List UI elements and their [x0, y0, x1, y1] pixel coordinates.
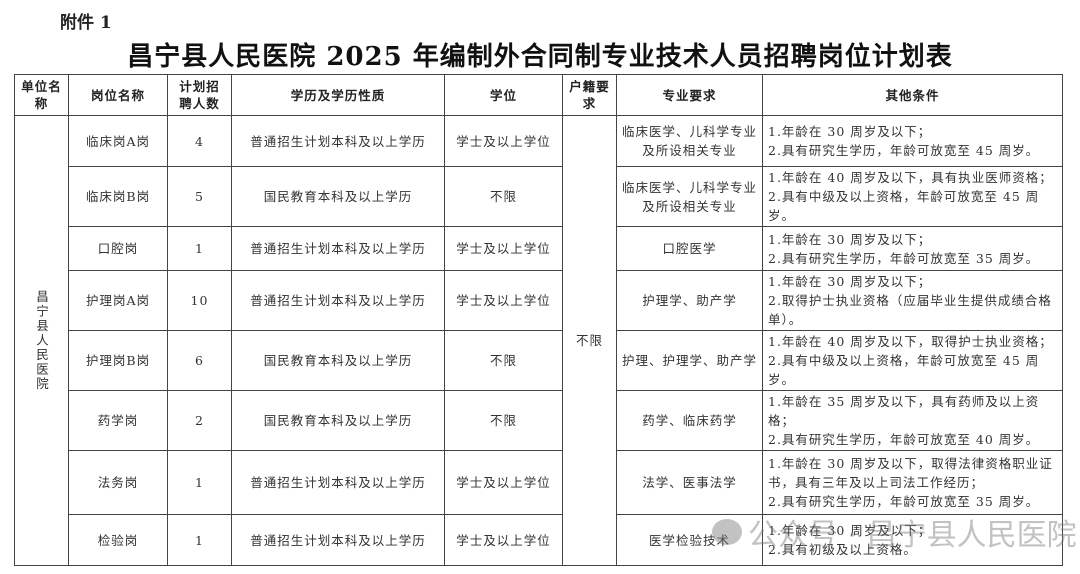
major-requirement: 药学、临床药学 — [616, 390, 763, 451]
hire-count: 5 — [167, 166, 232, 227]
header-household: 户籍要求 — [562, 74, 617, 116]
degree: 不限 — [444, 166, 563, 227]
hire-count: 6 — [167, 330, 232, 391]
post-name: 临床岗B岗 — [68, 166, 168, 227]
header-unit: 单位名称 — [14, 74, 69, 116]
degree: 学士及以上学位 — [444, 514, 563, 566]
post-name: 药学岗 — [68, 390, 168, 451]
household-requirement: 不限 — [562, 115, 617, 566]
table-header-row: 单位名称 岗位名称 计划招聘人数 学历及学历性质 学位 户籍要求 专业要求 其他条件 — [14, 74, 1063, 116]
major-requirement: 口腔医学 — [616, 226, 763, 271]
hire-count: 4 — [167, 115, 232, 167]
header-major: 专业要求 — [616, 74, 763, 116]
post-name: 法务岗 — [68, 450, 168, 515]
watermark: 公众号 · 昌宁县人民医院 — [712, 510, 1077, 554]
condition-line: 1.年龄在 30 周岁及以下； — [768, 523, 932, 538]
degree: 学士及以上学位 — [444, 226, 563, 271]
other-conditions: 1.年龄在 30 周岁及以下； 2.具有研究生学历，年龄可放宽至 45 周岁。 — [762, 115, 1063, 167]
major-requirement: 临床医学、儿科学专业及所设相关专业 — [616, 166, 763, 227]
watermark-text: 公众号 · 昌宁县人民医院 — [748, 518, 1077, 553]
education: 普通招生计划本科及以上学历 — [231, 226, 445, 271]
header-education: 学历及学历性质 — [231, 74, 445, 116]
condition-line: 2.具有研究生学历，年龄可放宽至 45 周岁。 — [768, 143, 1040, 158]
major-requirement: 临床医学、儿科学专业及所设相关专业 — [616, 115, 763, 167]
hire-count: 2 — [167, 390, 232, 451]
degree: 学士及以上学位 — [444, 270, 563, 331]
table-row: 检验岗 1 普通招生计划本科及以上学历 学士及以上学位 医学检验技术 1.年龄在 30 周… — [15, 514, 1063, 566]
other-conditions: 1.年龄在 35 周岁及以下，具有药师及以上资格； 2.具有研究生学历，年龄可放宽… — [762, 390, 1063, 451]
hire-count: 1 — [167, 226, 232, 271]
unit-name: 昌宁县人民医院 — [34, 289, 49, 392]
other-conditions: 1.年龄在 30 周岁及以下； 2.具有初级及以上资格。 — [762, 514, 1063, 566]
other-conditions: 1.年龄在 40 周岁及以下，取得护士执业资格； 2.具有中级及以上资格，年龄可放… — [762, 330, 1063, 391]
wechat-icon — [712, 519, 742, 545]
condition-line: 1.年龄在 30 周岁及以下； — [768, 274, 932, 289]
condition-line: 2.具有研究生学历，年龄可放宽至 35 周岁。 — [768, 494, 1040, 509]
education: 国民教育本科及以上学历 — [231, 166, 445, 227]
other-conditions: 1.年龄在 30 周岁及以下，取得法律资格职业证书，具有三年及以上司法工作经历；… — [762, 450, 1063, 515]
table-row: 法务岗 1 普通招生计划本科及以上学历 学士及以上学位 法学、医事法学 1.年龄在 30 … — [15, 450, 1063, 515]
education: 国民教育本科及以上学历 — [231, 390, 445, 451]
recruitment-table: 单位名称 岗位名称 计划招聘人数 学历及学历性质 学位 户籍要求 专业要求 其他条件 昌宁县人… — [14, 74, 1063, 566]
degree: 学士及以上学位 — [444, 115, 563, 167]
page-title: 昌宁县人民医院 2025 年编制外合同制专业技术人员招聘岗位计划表 — [127, 42, 953, 72]
education: 普通招生计划本科及以上学历 — [231, 270, 445, 331]
table-row: 护理岗A岗 10 普通招生计划本科及以上学历 学士及以上学位 护理学、助产学 1.年龄在 … — [15, 270, 1063, 331]
table-row: 护理岗B岗 6 国民教育本科及以上学历 不限 护理、护理学、助产学 1.年龄在 40 周岁… — [15, 330, 1063, 391]
condition-line: 2.具有初级及以上资格。 — [768, 542, 917, 557]
condition-line: 2.具有中级及以上资格，年龄可放宽至 45 周岁。 — [768, 353, 1040, 387]
hire-count: 1 — [167, 514, 232, 566]
education: 普通招生计划本科及以上学历 — [231, 514, 445, 566]
post-name: 临床岗A岗 — [68, 115, 168, 167]
post-name: 护理岗A岗 — [68, 270, 168, 331]
post-name: 护理岗B岗 — [68, 330, 168, 391]
condition-line: 1.年龄在 40 周岁及以下，具有执业医师资格； — [768, 170, 1053, 185]
education: 普通招生计划本科及以上学历 — [231, 450, 445, 515]
education: 普通招生计划本科及以上学历 — [231, 115, 445, 167]
condition-line: 2.具有研究生学历，年龄可放宽至 35 周岁。 — [768, 250, 1040, 266]
table-row: 药学岗 2 国民教育本科及以上学历 不限 药学、临床药学 1.年龄在 35 周岁及以下，具… — [15, 390, 1063, 451]
degree: 学士及以上学位 — [444, 450, 563, 515]
major-requirement: 法学、医事法学 — [616, 450, 763, 515]
condition-line: 1.年龄在 30 周岁及以下； — [768, 124, 932, 139]
header-count: 计划招聘人数 — [167, 74, 232, 116]
degree: 不限 — [444, 330, 563, 391]
condition-line: 1.年龄在 40 周岁及以下，取得护士执业资格； — [768, 334, 1053, 349]
condition-line: 2.具有中级及以上资格，年龄可放宽至 45 周岁。 — [768, 189, 1040, 223]
post-name: 检验岗 — [68, 514, 168, 566]
hire-count: 1 — [167, 450, 232, 515]
other-conditions: 1.年龄在 40 周岁及以下，具有执业医师资格； 2.具有中级及以上资格，年龄可放… — [762, 166, 1063, 227]
other-conditions: 1.年龄在 30 周岁及以下； 2.取得护士执业资格（应届毕业生提供成绩合格单）。 — [762, 270, 1063, 331]
header-post: 岗位名称 — [68, 74, 168, 116]
other-conditions: 1.年龄在 30 周岁及以下； 2.具有研究生学历，年龄可放宽至 35 周岁。 — [762, 226, 1063, 271]
condition-line: 1.年龄在 35 周岁及以下，具有药师及以上资格； — [768, 394, 1040, 428]
annex-label: 附件 1 — [60, 13, 112, 33]
post-name: 口腔岗 — [68, 226, 168, 271]
condition-line: 1.年龄在 30 周岁及以下； — [768, 231, 932, 247]
major-requirement: 护理学、助产学 — [616, 270, 763, 331]
header-degree: 学位 — [444, 74, 563, 116]
major-requirement: 医学检验技术 — [616, 514, 763, 566]
condition-line: 2.具有研究生学历，年龄可放宽至 40 周岁。 — [768, 432, 1040, 447]
degree: 不限 — [444, 390, 563, 451]
education: 国民教育本科及以上学历 — [231, 330, 445, 391]
major-requirement: 护理、护理学、助产学 — [616, 330, 763, 391]
hire-count: 10 — [167, 270, 232, 331]
condition-line: 2.取得护士执业资格（应届毕业生提供成绩合格单）。 — [768, 293, 1052, 327]
table-row: 临床岗B岗 5 国民教育本科及以上学历 不限 临床医学、儿科学专业及所设相关专业 1.年龄… — [15, 166, 1063, 227]
table-row: 口腔岗 1 普通招生计划本科及以上学历 学士及以上学位 口腔医学 1.年龄在 30 周岁及… — [15, 226, 1063, 271]
unit-cell: 昌宁县人民医院 — [14, 115, 69, 566]
header-other: 其他条件 — [762, 74, 1063, 116]
table-row: 昌宁县人民医院 临床岗A岗 4 普通招生计划本科及以上学历 学士及以上学位 不限 临床医学、… — [14, 115, 1063, 566]
condition-line: 1.年龄在 30 周岁及以下，取得法律资格职业证书，具有三年及以上司法工作经历； — [768, 456, 1053, 490]
